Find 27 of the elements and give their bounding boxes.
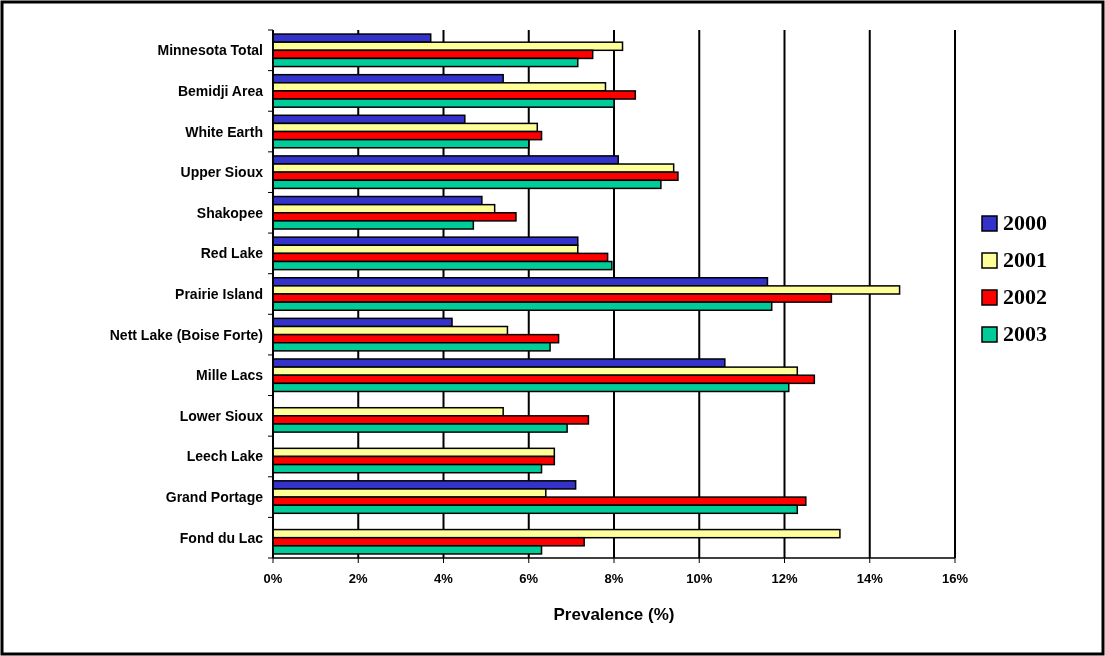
y-tick-label: White Earth — [185, 123, 263, 140]
y-tick-label: Prairie Island — [175, 286, 263, 302]
y-tick-label: Bemidji Area — [177, 82, 264, 99]
x-tick-label: 14% — [856, 571, 884, 586]
x-tick-label: 2% — [348, 571, 369, 586]
y-tick-label: Minnesota Total — [157, 42, 263, 59]
x-axis-title: Prevalence (%) — [553, 605, 675, 624]
y-tick-label: Shakopee — [196, 204, 264, 221]
y-tick-label: Grand Portage — [165, 489, 264, 506]
x-tick-label: 8% — [604, 571, 624, 586]
y-tick-label: Fond du Lac — [179, 529, 264, 546]
y-tick-label: Nett Lake (Boise Forte) — [109, 326, 263, 343]
y-tick-label: Red Lake — [200, 245, 264, 262]
x-tick-label: 4% — [434, 571, 454, 586]
x-tick-label: 10% — [686, 571, 713, 586]
legend-label: 2002 — [1003, 284, 1047, 309]
x-tick-label: 16% — [941, 571, 969, 586]
y-tick-label: Leech Lake — [186, 448, 264, 465]
x-tick-label: 0% — [263, 571, 283, 586]
x-tick-label: 12% — [771, 571, 798, 586]
y-tick-label: Upper Sioux — [180, 164, 264, 181]
x-tick-label: 6% — [519, 571, 539, 586]
legend-label: 2000 — [1003, 210, 1047, 235]
y-tick-label: Mille Lacs — [196, 367, 264, 384]
legend-label: 2001 — [1003, 247, 1047, 272]
legend-label: 2003 — [1003, 321, 1047, 346]
y-tick-label: Lower Sioux — [179, 407, 264, 424]
